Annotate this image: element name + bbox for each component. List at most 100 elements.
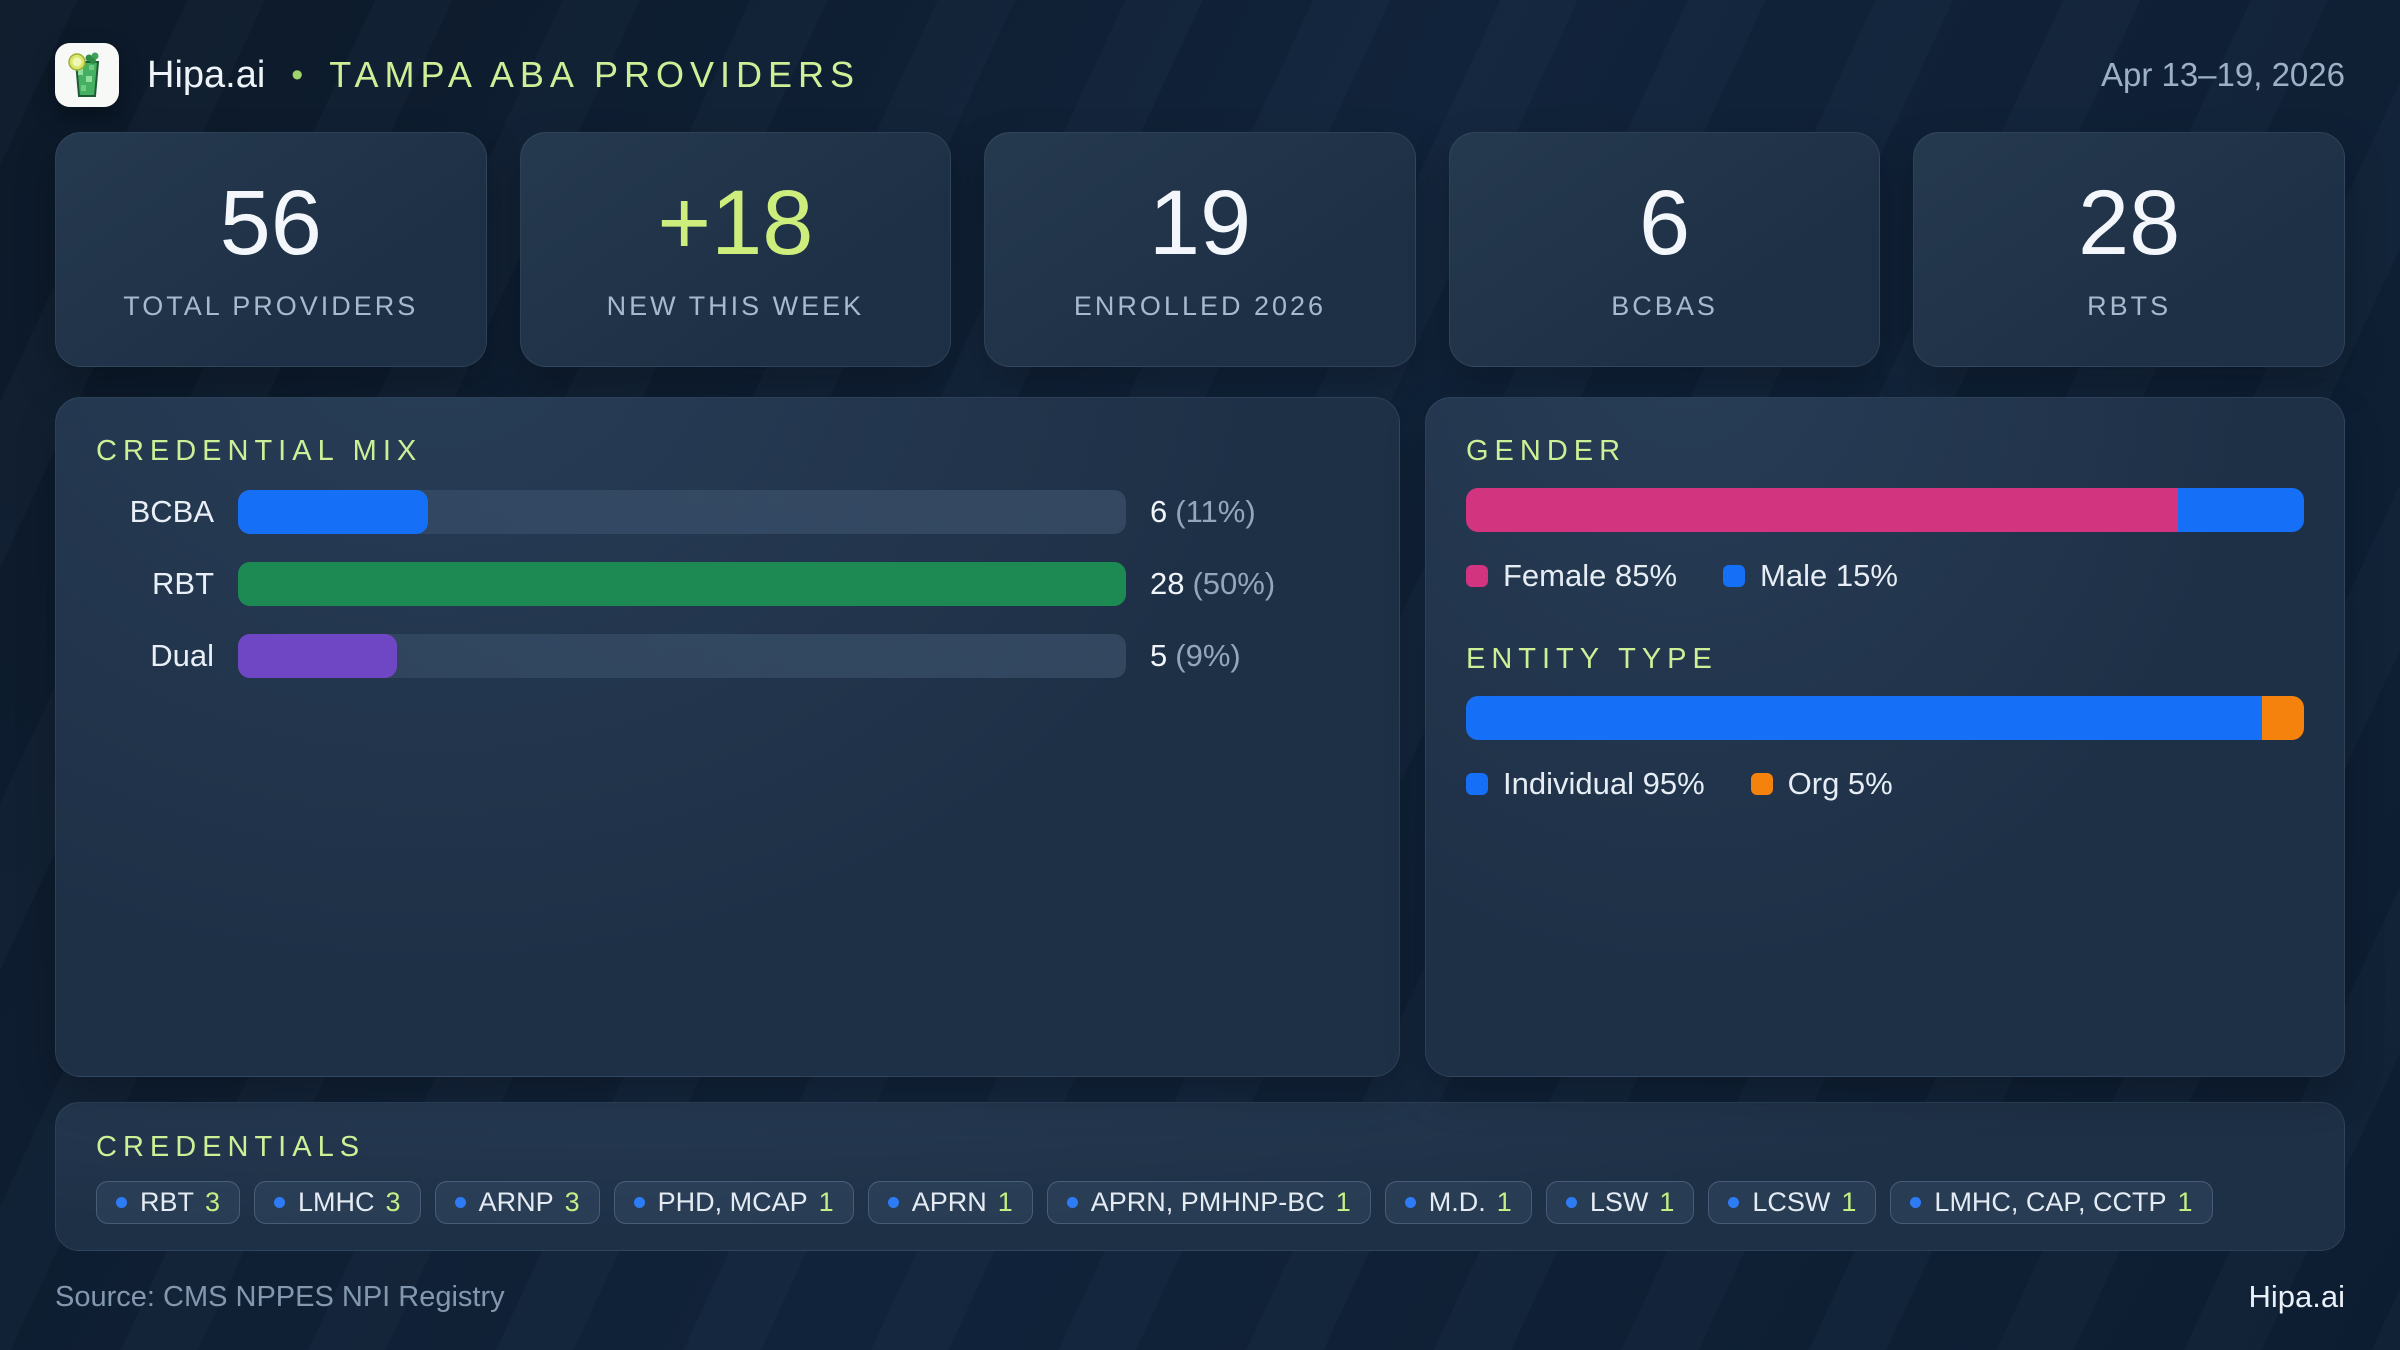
- badge-dot-icon: [1404, 1197, 1416, 1208]
- stat-label: TOTAL PROVIDERS: [123, 291, 419, 321]
- legend-swatch-icon: [1750, 773, 1773, 795]
- badge-label: RBT: [140, 1187, 194, 1217]
- entity-type-title: ENTITY TYPE: [1466, 643, 1718, 675]
- gender-title: GENDER: [1466, 435, 1627, 467]
- stats-row: 56 TOTAL PROVIDERS +18 NEW THIS WEEK 19 ENROL…: [55, 132, 2345, 367]
- legend-item: Individual 95%: [1466, 766, 1705, 802]
- bar-fill: [238, 634, 397, 678]
- stat-label: BCBAS: [1611, 291, 1718, 321]
- bar-fill: [238, 562, 1126, 606]
- main-row: CREDENTIAL MIX BCBA 6 (11%) RBT 28 (50%) Dual 5…: [55, 397, 2345, 1077]
- credential-badge: PHD, MCAP 1: [613, 1181, 854, 1224]
- badge-count: 1: [1841, 1187, 1857, 1217]
- stat-value: 56: [219, 172, 322, 274]
- badge-label: APRN: [911, 1187, 987, 1217]
- badge-count: 1: [997, 1187, 1013, 1217]
- app-logo: [55, 43, 119, 107]
- bar-row: RBT 28 (50%): [96, 562, 1359, 606]
- badge-label: LMHC, CAP, CCTP: [1934, 1187, 2167, 1217]
- bar-value: 6 (11%): [1150, 494, 1256, 530]
- bar-value-percent: (11%): [1175, 494, 1256, 529]
- badge-count: 3: [385, 1187, 401, 1217]
- badge-dot-icon: [116, 1197, 127, 1208]
- separator-dot-icon: •: [291, 55, 304, 94]
- stat-card: 19 ENROLLED 2026: [984, 132, 1416, 367]
- stat-value: 6: [1638, 172, 1691, 274]
- stat-label: NEW THIS WEEK: [606, 291, 865, 321]
- credentials-panel: CREDENTIALS RBT 3 LMHC 3 ARNP 3 PHD, MCAP 1 APRN…: [55, 1102, 2345, 1251]
- bar-track: [238, 490, 1126, 534]
- legend-swatch-icon: [1466, 773, 1488, 795]
- source-note: Source: CMS NPPES NPI Registry: [55, 1280, 505, 1313]
- badge-dot-icon: [887, 1197, 899, 1208]
- stat-card: 28 RBTS: [1913, 132, 2345, 367]
- credential-badge: M.D. 1: [1384, 1181, 1532, 1224]
- badge-count: 1: [1496, 1187, 1512, 1217]
- badge-dot-icon: [1910, 1197, 1922, 1208]
- badge-count: 3: [564, 1187, 580, 1217]
- badge-count: 1: [2177, 1187, 2193, 1217]
- credential-mix-chart: BCBA 6 (11%) RBT 28 (50%) Dual 5 (9%): [96, 490, 1359, 678]
- badge-count: 1: [818, 1187, 834, 1217]
- brand-name: Hipa.ai: [147, 53, 266, 96]
- badge-label: M.D.: [1428, 1187, 1486, 1217]
- bar-row: BCBA 6 (11%): [96, 490, 1359, 534]
- stack-segment-female: [1466, 488, 2179, 532]
- legend-swatch-icon: [1466, 565, 1488, 587]
- bar-value-number: 5: [1150, 638, 1168, 673]
- badge-dot-icon: [633, 1197, 645, 1208]
- footer: Source: CMS NPPES NPI Registry Hipa.ai: [55, 1279, 2345, 1315]
- credential-mix-panel: CREDENTIAL MIX BCBA 6 (11%) RBT 28 (50%) Dual 5…: [55, 397, 1400, 1077]
- credential-mix-title: CREDENTIAL MIX: [96, 435, 423, 467]
- entity-type-bar: [1466, 696, 2304, 740]
- footer-brand: Hipa.ai: [2248, 1279, 2346, 1314]
- gender-legend: Female 85% Male 15%: [1466, 558, 2304, 594]
- entity-type-legend: Individual 95% Org 5%: [1466, 766, 2304, 802]
- legend-item: Org 5%: [1750, 766, 1893, 802]
- stat-value: 19: [1148, 172, 1252, 274]
- stat-label: ENROLLED 2026: [1073, 291, 1327, 321]
- gender-section: GENDER Female 85% Male 15%: [1466, 434, 2304, 594]
- header: Hipa.ai • TAMPA ABA PROVIDERS Apr 13–19,…: [55, 40, 2345, 110]
- bar-track: [238, 562, 1126, 606]
- bar-value: 5 (9%): [1150, 638, 1241, 674]
- badge-dot-icon: [274, 1197, 286, 1208]
- legend-label: Individual 95%: [1503, 766, 1705, 801]
- badge-label: ARNP: [478, 1187, 554, 1217]
- stack-segment-individual: [1466, 696, 2263, 740]
- bar-row: Dual 5 (9%): [96, 634, 1359, 678]
- bar-fill: [238, 490, 429, 534]
- date-range: Apr 13–19, 2026: [2100, 56, 2345, 93]
- stat-label: RBTS: [2087, 291, 2172, 321]
- legend-item: Female 85%: [1466, 558, 1677, 594]
- legend-label: Org 5%: [1787, 766, 1893, 801]
- stack-segment-org: [2262, 696, 2304, 740]
- badge-count: 3: [205, 1187, 221, 1217]
- bar-category-label: RBT: [152, 566, 214, 601]
- credential-badge: LCSW 1: [1708, 1181, 1877, 1224]
- badge-dot-icon: [1066, 1197, 1078, 1208]
- bar-track: [238, 634, 1126, 678]
- bar-category-label: BCBA: [129, 494, 214, 529]
- stat-card: 56 TOTAL PROVIDERS: [55, 132, 487, 367]
- badge-count: 1: [1659, 1187, 1675, 1217]
- stack-segment-male: [2178, 488, 2304, 532]
- badge-dot-icon: [1728, 1197, 1740, 1208]
- badge-label: PHD, MCAP: [657, 1187, 808, 1217]
- page-title: TAMPA ABA PROVIDERS: [329, 54, 860, 95]
- stat-value: +18: [657, 172, 814, 274]
- bar-value-number: 6: [1150, 494, 1168, 529]
- badge-label: LSW: [1589, 1187, 1649, 1217]
- badge-count: 1: [1335, 1187, 1351, 1217]
- credentials-badges: RBT 3 LMHC 3 ARNP 3 PHD, MCAP 1 APRN 1 APRN, PMHNP…: [96, 1181, 2304, 1224]
- bar-value-number: 28: [1150, 566, 1185, 601]
- credential-badge: APRN 1: [867, 1181, 1033, 1224]
- badge-dot-icon: [1565, 1197, 1577, 1208]
- stat-card: +18 NEW THIS WEEK: [519, 132, 952, 367]
- legend-item: Male 15%: [1723, 558, 1898, 594]
- badge-label: LMHC: [298, 1187, 375, 1217]
- bar-value-percent: (9%): [1175, 638, 1241, 673]
- stat-value: 28: [2078, 172, 2181, 274]
- credential-badge: RBT 3: [96, 1181, 241, 1224]
